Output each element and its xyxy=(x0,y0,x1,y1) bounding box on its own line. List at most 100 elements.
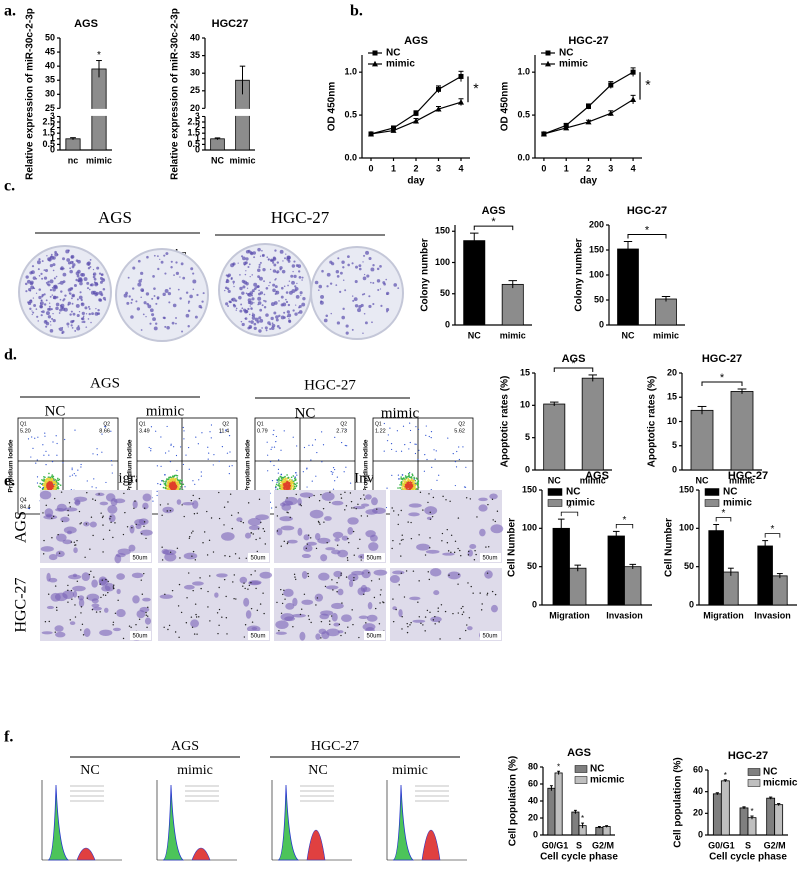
pore xyxy=(145,611,147,614)
pore xyxy=(427,501,429,504)
colony xyxy=(132,266,136,270)
colony xyxy=(296,282,298,285)
pore xyxy=(378,623,381,625)
y-tick-label: 150 xyxy=(435,226,450,236)
event xyxy=(91,486,93,488)
event xyxy=(44,480,47,482)
colony xyxy=(24,282,28,286)
y-axis-label: Relative expression of miR-30c-2-3p xyxy=(170,8,181,180)
x-tick-label: Migration xyxy=(549,610,590,620)
colony xyxy=(99,276,103,280)
event xyxy=(169,461,172,463)
y-tick-label: 0.5 xyxy=(344,109,357,119)
event xyxy=(49,485,52,487)
colony xyxy=(102,287,106,291)
cell xyxy=(244,532,252,539)
event xyxy=(182,483,185,486)
event xyxy=(170,484,172,487)
pore xyxy=(284,598,286,600)
pore xyxy=(400,555,402,557)
event xyxy=(177,486,179,488)
group-title: HGC-27 xyxy=(271,208,330,227)
colony xyxy=(276,261,279,264)
pore xyxy=(418,616,420,618)
pore xyxy=(437,607,439,609)
pore xyxy=(221,616,223,618)
pore xyxy=(218,586,220,589)
cell xyxy=(132,595,140,604)
marker xyxy=(630,96,637,103)
pore xyxy=(358,636,360,639)
quadrant-name: Q2 xyxy=(222,421,229,427)
cell xyxy=(216,573,228,578)
event xyxy=(34,437,36,439)
colony xyxy=(342,266,345,269)
event xyxy=(56,482,59,484)
colony xyxy=(189,294,193,299)
colony xyxy=(380,304,383,307)
pore xyxy=(159,504,162,506)
scale-box xyxy=(364,553,385,562)
pore xyxy=(295,493,297,496)
colony xyxy=(77,279,81,283)
colony xyxy=(25,290,28,293)
colony xyxy=(274,249,277,252)
cell xyxy=(62,590,75,600)
colony xyxy=(177,288,180,291)
y-tick-label: 35 xyxy=(45,75,55,85)
colony xyxy=(94,282,99,287)
pore xyxy=(392,620,395,623)
colony xyxy=(372,302,375,306)
legend-label: micmic xyxy=(590,775,625,786)
x-tick-label: G2/M xyxy=(592,840,614,850)
colony xyxy=(252,251,257,255)
event xyxy=(462,446,464,448)
colony xyxy=(39,301,44,306)
colony xyxy=(252,312,254,314)
event xyxy=(291,482,293,485)
y-tick-label: 30 xyxy=(45,89,55,99)
event xyxy=(152,500,154,502)
pore xyxy=(329,623,331,626)
event xyxy=(188,468,190,470)
cell xyxy=(353,505,366,510)
colony xyxy=(52,319,56,323)
colony xyxy=(245,282,249,286)
colony xyxy=(225,302,229,306)
x-tick-label: mimic xyxy=(500,330,526,340)
event xyxy=(391,474,393,476)
cell xyxy=(192,500,199,509)
pore xyxy=(192,494,194,497)
colony xyxy=(179,297,182,300)
event xyxy=(201,432,203,434)
pore xyxy=(307,572,309,575)
colony xyxy=(267,259,270,261)
y-tick-label: 80 xyxy=(528,761,538,771)
cell xyxy=(78,595,85,601)
marker xyxy=(435,105,442,112)
pore xyxy=(77,596,80,598)
pore xyxy=(191,626,194,629)
colony xyxy=(245,257,249,261)
pore xyxy=(67,584,69,587)
colony xyxy=(225,280,228,284)
pore xyxy=(264,543,266,545)
pore xyxy=(45,504,47,507)
pore xyxy=(299,503,301,505)
colony xyxy=(351,262,354,265)
event xyxy=(431,466,433,468)
event xyxy=(212,464,214,466)
pore xyxy=(52,515,55,518)
bar xyxy=(602,826,611,836)
pore xyxy=(486,594,488,596)
pore xyxy=(218,608,221,611)
y-tick-label: 3 xyxy=(50,111,55,121)
y-axis-label: Colony number xyxy=(420,238,431,311)
colony xyxy=(323,318,328,323)
colony xyxy=(364,321,368,325)
colony xyxy=(167,292,172,296)
pore xyxy=(365,622,367,624)
y-tick-label: 100 xyxy=(435,257,450,267)
x-axis-label: Cell cycle phase xyxy=(709,852,787,863)
pore xyxy=(406,622,408,625)
